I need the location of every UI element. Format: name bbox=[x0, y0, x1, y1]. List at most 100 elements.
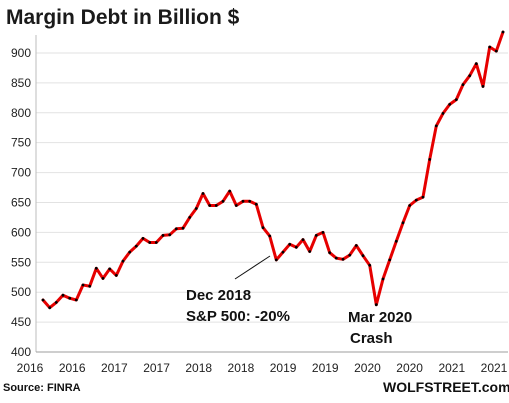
x-tick-label: 2021 bbox=[438, 361, 465, 375]
data-point bbox=[74, 298, 78, 302]
x-tick-label: 2020 bbox=[354, 361, 381, 375]
data-point bbox=[174, 227, 178, 231]
y-tick-label: 600 bbox=[11, 225, 31, 239]
data-point bbox=[454, 98, 458, 101]
data-point bbox=[441, 112, 445, 115]
data-point bbox=[261, 226, 265, 230]
annotation-mar-2020-line1: Mar 2020 bbox=[348, 309, 412, 326]
y-tick-label: 850 bbox=[11, 76, 31, 90]
annotation-dec-2018-line2: S&P 500: -20% bbox=[186, 308, 290, 325]
data-point bbox=[48, 306, 52, 310]
annotation-mar-2020-line2: Crash bbox=[350, 330, 393, 347]
data-point bbox=[194, 207, 198, 210]
marker-layer bbox=[41, 30, 505, 310]
data-point bbox=[248, 199, 252, 203]
data-point bbox=[388, 258, 392, 262]
source-note: Source: FINRA bbox=[3, 382, 81, 394]
data-point bbox=[361, 254, 365, 258]
x-tick-label: 2019 bbox=[270, 361, 297, 375]
data-point bbox=[161, 234, 165, 237]
data-point bbox=[101, 277, 105, 280]
axes bbox=[35, 35, 508, 353]
data-point bbox=[181, 226, 185, 230]
data-point bbox=[341, 257, 345, 261]
data-point bbox=[154, 241, 158, 244]
data-point bbox=[308, 250, 312, 253]
annotation-dec-2018-line1: Dec 2018 bbox=[186, 287, 251, 304]
data-point bbox=[374, 303, 378, 307]
data-point bbox=[214, 204, 218, 207]
data-point bbox=[488, 45, 492, 49]
data-point bbox=[241, 199, 245, 203]
data-point bbox=[474, 62, 478, 66]
data-point bbox=[268, 234, 272, 238]
data-point bbox=[354, 244, 358, 247]
x-tick-label: 2017 bbox=[143, 361, 170, 375]
data-point bbox=[208, 204, 212, 207]
gridlines bbox=[36, 52, 508, 323]
data-point bbox=[121, 259, 125, 263]
data-point bbox=[381, 277, 385, 281]
x-tick-label: 2019 bbox=[312, 361, 339, 375]
brand-watermark: WOLFSTREET.com bbox=[383, 379, 509, 395]
y-tick-label: 900 bbox=[11, 46, 31, 60]
y-tick-label: 650 bbox=[11, 195, 31, 209]
data-point bbox=[201, 192, 205, 195]
x-tick-label: 2020 bbox=[396, 361, 423, 375]
data-point bbox=[41, 298, 45, 302]
data-point bbox=[394, 239, 398, 243]
data-point bbox=[168, 233, 172, 237]
data-point bbox=[134, 244, 138, 248]
data-point bbox=[94, 266, 98, 270]
data-point bbox=[501, 30, 505, 34]
y-tick-label: 750 bbox=[11, 136, 31, 150]
x-tick-labels: 2016 2016 2017 2017 2018 2018 2019 2019 2020 2020… bbox=[17, 361, 508, 375]
data-point bbox=[468, 74, 472, 78]
x-tick-label: 2016 bbox=[59, 361, 86, 375]
y-tick-label: 700 bbox=[11, 166, 31, 180]
y-tick-label: 500 bbox=[11, 285, 31, 299]
data-point bbox=[368, 263, 372, 267]
chart-title: Margin Debt in Billion $ bbox=[6, 6, 240, 29]
data-point bbox=[301, 238, 305, 242]
data-point bbox=[148, 241, 152, 244]
data-point bbox=[414, 198, 418, 202]
data-point bbox=[481, 85, 485, 88]
annotation-pointer-line bbox=[234, 255, 271, 280]
data-point bbox=[461, 83, 465, 86]
data-point bbox=[348, 253, 352, 257]
data-point bbox=[108, 267, 112, 271]
data-point bbox=[408, 204, 412, 207]
data-point bbox=[188, 216, 192, 219]
y-tick-label: 400 bbox=[11, 345, 31, 359]
data-point bbox=[128, 250, 132, 254]
data-point bbox=[288, 242, 292, 246]
data-point bbox=[274, 258, 278, 262]
data-point bbox=[141, 237, 145, 240]
y-tick-labels: 400 450 500 550 600 650 700 750 800 850 900 bbox=[11, 46, 31, 359]
annotation-pointer bbox=[234, 255, 271, 280]
data-point bbox=[68, 296, 72, 300]
data-point bbox=[314, 234, 318, 237]
data-point bbox=[81, 283, 85, 287]
x-tick-label: 2017 bbox=[101, 361, 128, 375]
data-point bbox=[494, 49, 498, 53]
series-layer bbox=[41, 30, 505, 310]
y-tick-label: 800 bbox=[11, 106, 31, 120]
data-point bbox=[114, 274, 118, 277]
x-tick-label: 2016 bbox=[17, 361, 44, 375]
data-point bbox=[228, 189, 232, 193]
data-point bbox=[221, 199, 225, 203]
data-point bbox=[448, 103, 452, 106]
data-point bbox=[61, 293, 65, 297]
data-point bbox=[254, 202, 258, 206]
data-point bbox=[428, 158, 432, 161]
data-point bbox=[328, 251, 332, 255]
data-point bbox=[321, 231, 325, 234]
data-point bbox=[334, 256, 338, 260]
x-tick-label: 2018 bbox=[185, 361, 212, 375]
data-point bbox=[434, 124, 438, 128]
y-tick-label: 550 bbox=[11, 255, 31, 269]
x-tick-label: 2018 bbox=[228, 361, 255, 375]
